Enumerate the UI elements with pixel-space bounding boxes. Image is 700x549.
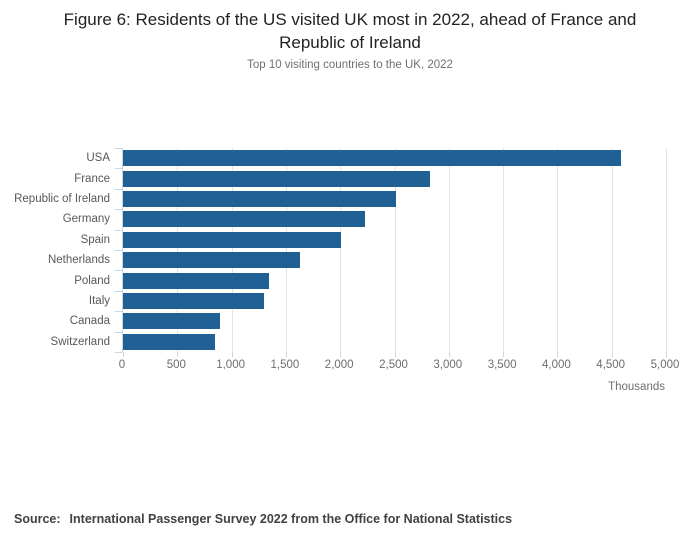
category-label-netherlands: Netherlands xyxy=(47,254,110,267)
y-axis-tick-3 xyxy=(115,209,122,211)
x-axis-tick-4000 xyxy=(557,352,559,357)
gridline-x-5000 xyxy=(666,148,667,352)
gridline-x-1500 xyxy=(285,148,287,352)
bar-netherlands xyxy=(123,252,301,269)
gridline-x-4000 xyxy=(557,148,559,352)
x-tick-label-2000: 2,000 xyxy=(324,359,354,371)
category-label-italy: Italy xyxy=(88,294,110,307)
x-tick-label-4500: 4,500 xyxy=(596,359,626,371)
x-axis-tick-500 xyxy=(177,352,179,357)
gridline-x-2500 xyxy=(394,148,396,352)
bar-usa xyxy=(123,150,622,167)
x-axis-unit-label: Thousands xyxy=(608,381,665,393)
y-axis-tick-2 xyxy=(115,188,122,190)
gridline-x-3500 xyxy=(503,148,505,352)
x-axis-tick-5000 xyxy=(666,352,667,357)
y-axis-labels: USA France Republic of Ireland Germany Spain… xyxy=(0,148,110,352)
bar-italy xyxy=(123,293,265,309)
x-tick-label-500: 500 xyxy=(166,359,186,371)
x-axis-tick-2000 xyxy=(340,352,342,357)
category-label-usa: USA xyxy=(86,152,110,165)
x-tick-label-3500: 3,500 xyxy=(487,359,517,371)
chart-subtitle: Top 10 visiting countries to the UK, 202… xyxy=(247,59,453,71)
gridline-x-500 xyxy=(177,148,179,352)
x-tick-label-2500: 2,500 xyxy=(379,359,408,371)
category-label-republic-of-ireland: Republic of Ireland xyxy=(14,192,110,205)
x-axis-tick-2500 xyxy=(394,352,396,357)
x-axis-tick-1500 xyxy=(285,352,287,357)
x-tick-label-3000: 3,000 xyxy=(433,359,463,371)
x-axis-tick-1000 xyxy=(231,352,233,357)
bar-republic-of-ireland xyxy=(123,191,396,207)
y-axis-tick-7 xyxy=(115,290,122,292)
x-tick-label-0: 0 xyxy=(118,359,126,371)
source-text: International Passenger Survey 2022 from… xyxy=(69,512,513,526)
gridline-x-4500 xyxy=(611,148,613,352)
source-label: Source: xyxy=(14,512,61,526)
x-tick-label-4000: 4,000 xyxy=(542,359,571,371)
y-axis-tick-6 xyxy=(115,270,122,272)
x-axis-tick-4500 xyxy=(611,352,613,357)
x-axis-tick-3000 xyxy=(448,352,450,357)
chart-title: Figure 6: Residents of the US visited UK… xyxy=(63,10,637,52)
y-axis-tick-8 xyxy=(115,311,122,313)
gridline-x-2000 xyxy=(340,148,342,352)
source-line: Source: International Passenger Survey 20… xyxy=(14,512,686,526)
bar-poland xyxy=(123,272,269,289)
plot-area xyxy=(115,148,667,357)
y-axis-tick-1 xyxy=(115,168,122,170)
x-tick-label-1000: 1,000 xyxy=(216,359,245,371)
y-axis-tick-4 xyxy=(115,229,122,231)
y-axis-tick-5 xyxy=(115,250,122,251)
bar-canada xyxy=(123,313,220,330)
bar-germany xyxy=(123,211,366,228)
category-label-switzerland: Switzerland xyxy=(50,335,110,348)
bar-switzerland xyxy=(123,333,216,350)
y-axis-tick-0 xyxy=(115,148,122,149)
x-axis-tick-0 xyxy=(123,352,124,357)
category-label-germany: Germany xyxy=(62,213,110,226)
category-label-spain: Spain xyxy=(80,233,110,246)
category-label-canada: Canada xyxy=(69,315,110,328)
x-axis-tick-3500 xyxy=(503,352,505,357)
x-tick-label-5000: 5,000 xyxy=(650,359,680,371)
y-axis-tick-9 xyxy=(115,331,122,333)
gridline-x-3000 xyxy=(448,148,450,352)
y-axis-tick-10 xyxy=(115,352,122,353)
x-axis-labels: 0 500 1,000 1,500 2,000 2,500 3,000 3,500 4,000 4… xyxy=(118,359,680,373)
category-label-france: France xyxy=(74,172,110,185)
gridline-x-1000 xyxy=(231,148,233,352)
x-tick-label-1500: 1,500 xyxy=(270,359,300,371)
bar-spain xyxy=(123,231,342,248)
category-label-poland: Poland xyxy=(74,274,110,287)
bar-france xyxy=(123,170,431,187)
